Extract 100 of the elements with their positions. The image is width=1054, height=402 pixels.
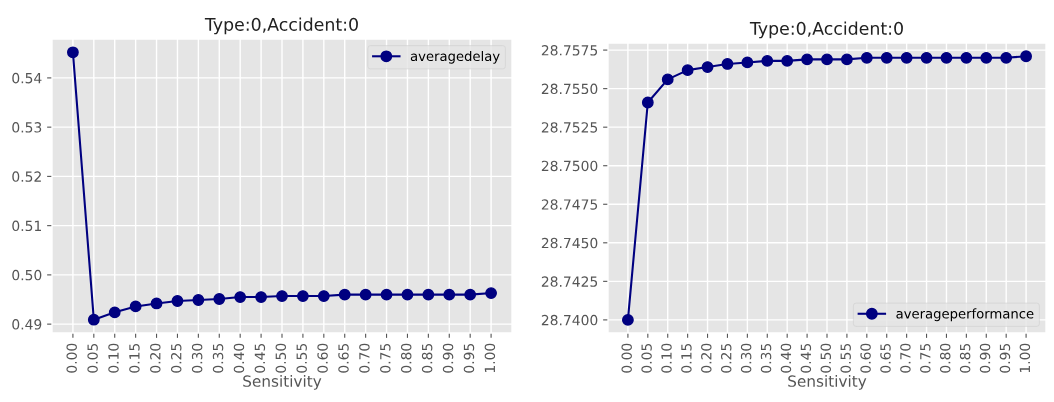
point <box>485 287 497 300</box>
y-tick-label: 28.7425 <box>541 276 598 287</box>
point <box>171 295 184 307</box>
x-tick-label: 0.35 <box>760 343 772 373</box>
point <box>661 73 674 86</box>
x-tick-label: 0.10 <box>661 343 672 373</box>
point <box>129 300 142 313</box>
point <box>255 291 267 303</box>
point <box>213 293 226 305</box>
point <box>801 53 813 66</box>
point <box>150 297 163 310</box>
x-axis-title: Sensitivity <box>788 375 867 390</box>
x-tick-label: 0.75 <box>380 343 391 373</box>
x-tick-label: 0.75 <box>920 343 931 373</box>
point <box>1000 51 1013 64</box>
point <box>192 294 205 306</box>
point <box>401 288 414 301</box>
x-tick-label: 0.00 <box>66 343 77 373</box>
x-tick-label: 0.95 <box>999 343 1011 373</box>
x-tick-label: 0.65 <box>880 343 891 373</box>
y-tick-label: 28.7575 <box>541 45 598 56</box>
point <box>276 290 288 302</box>
x-tick-label: 0.45 <box>254 343 266 373</box>
x-tick-label: 0.45 <box>800 343 812 373</box>
x-tick-label: 0.50 <box>275 343 287 373</box>
x-tick-label: 0.50 <box>820 343 832 373</box>
x-tick-label: 0.20 <box>701 343 712 373</box>
point <box>920 51 933 64</box>
point <box>234 291 247 303</box>
y-tick-label: 28.7400 <box>541 314 598 326</box>
x-tick-label: 0.00 <box>621 343 632 373</box>
x-tick-label: 0.80 <box>400 343 412 373</box>
legend-label: averageperformance <box>896 308 1034 322</box>
x-tick-label: 0.55 <box>296 343 307 373</box>
point <box>359 288 372 301</box>
x-tick-label: 1.00 <box>484 343 496 373</box>
point <box>681 64 694 77</box>
x-tick-label: 0.15 <box>129 343 140 373</box>
x-axis-title: Sensitivity <box>243 375 322 390</box>
y-tick-label: 0.51 <box>12 220 41 232</box>
point <box>880 51 893 64</box>
x-tick-label: 0.05 <box>87 343 98 373</box>
y-tick-label: 28.7475 <box>541 199 598 210</box>
point <box>860 51 873 64</box>
x-tick-label: 0.15 <box>681 343 692 373</box>
point <box>67 46 79 59</box>
point <box>422 288 435 301</box>
y-tick-label: 28.7500 <box>541 160 598 172</box>
point <box>380 288 393 301</box>
x-tick-label: 0.05 <box>641 343 652 373</box>
point <box>701 61 714 73</box>
x-tick-label: 0.30 <box>740 343 752 373</box>
x-tick-label: 0.70 <box>900 343 911 373</box>
y-tick-label: 28.7450 <box>541 237 598 249</box>
x-tick-label: 0.55 <box>840 343 851 373</box>
point <box>1020 50 1032 63</box>
point <box>841 53 853 66</box>
x-tick-label: 0.40 <box>233 343 245 373</box>
point <box>821 53 833 66</box>
point <box>108 306 121 319</box>
point <box>960 51 973 64</box>
y-tick-label: 0.50 <box>12 269 42 281</box>
point <box>721 58 734 70</box>
point <box>297 290 309 302</box>
x-tick-label: 0.90 <box>979 343 991 373</box>
point <box>980 51 993 64</box>
point <box>87 313 100 326</box>
x-tick-label: 0.60 <box>860 343 871 373</box>
point <box>781 54 794 67</box>
x-tick-label: 0.25 <box>720 343 732 373</box>
chart-title: Type:0,Accident:0 <box>749 21 903 39</box>
x-tick-label: 0.60 <box>317 343 328 373</box>
x-tick-label: 0.40 <box>780 343 792 373</box>
x-tick-label: 0.95 <box>463 343 475 373</box>
y-tick-label: 0.54 <box>12 72 42 84</box>
x-tick-label: 0.65 <box>338 343 349 373</box>
point <box>464 288 477 301</box>
x-tick-label: 0.10 <box>108 343 119 373</box>
chart-title: Type:0,Accident:0 <box>204 17 358 35</box>
x-tick-label: 0.80 <box>939 343 951 373</box>
y-tick-label: 0.49 <box>12 319 42 330</box>
point <box>741 56 754 69</box>
point <box>900 51 913 64</box>
y-tick-label: 0.52 <box>12 171 41 182</box>
x-tick-label: 0.70 <box>359 343 370 373</box>
x-tick-label: 0.85 <box>421 343 433 373</box>
y-tick-label: 28.7525 <box>541 122 598 133</box>
point <box>940 51 953 64</box>
point <box>761 54 774 67</box>
point <box>443 288 456 301</box>
point <box>317 290 330 302</box>
x-tick-label: 0.85 <box>959 343 971 373</box>
point <box>622 313 634 326</box>
x-tick-label: 0.20 <box>150 343 161 373</box>
x-tick-label: 0.25 <box>170 343 182 373</box>
x-tick-label: 0.90 <box>442 343 454 373</box>
y-tick-label: 28.7550 <box>541 83 598 95</box>
legend-label: averagedelay <box>410 50 500 64</box>
x-tick-label: 0.35 <box>212 343 224 373</box>
x-tick-label: 1.00 <box>1019 343 1031 373</box>
